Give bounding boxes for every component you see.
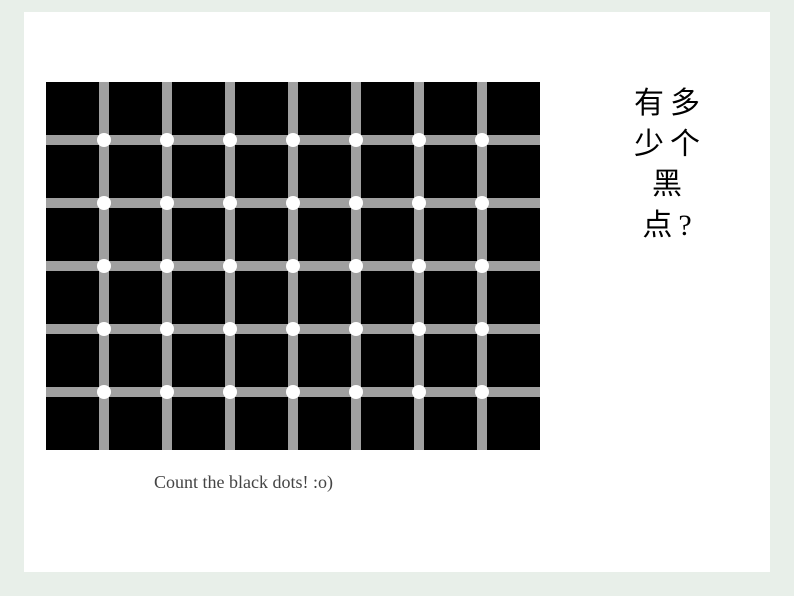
grid-dot bbox=[97, 259, 111, 273]
grid-dot bbox=[349, 133, 363, 147]
grid-dot bbox=[475, 385, 489, 399]
grid-dot bbox=[286, 385, 300, 399]
cn-line-2: 少个 bbox=[610, 125, 730, 166]
grid-dot bbox=[160, 385, 174, 399]
caption-english: Count the black dots! :o) bbox=[154, 472, 333, 493]
grid-dot bbox=[160, 259, 174, 273]
slide-container: Count the black dots! :o) 有多 少个 黑 点? bbox=[24, 12, 770, 572]
illusion-container bbox=[46, 82, 540, 450]
grid-dot bbox=[97, 322, 111, 336]
grid-dot bbox=[160, 322, 174, 336]
grid-dot bbox=[97, 133, 111, 147]
grid-dot bbox=[349, 385, 363, 399]
grid-dot bbox=[412, 322, 426, 336]
grid-dot bbox=[349, 196, 363, 210]
grid-dot bbox=[223, 322, 237, 336]
grid-dot bbox=[160, 196, 174, 210]
grid-dot bbox=[475, 322, 489, 336]
grid-dot bbox=[475, 196, 489, 210]
grid-dot bbox=[412, 196, 426, 210]
grid-dot bbox=[475, 259, 489, 273]
grid-dot bbox=[349, 259, 363, 273]
grid-dot bbox=[160, 133, 174, 147]
grid-dot bbox=[349, 322, 363, 336]
grid-dot bbox=[412, 385, 426, 399]
grid-dot bbox=[223, 196, 237, 210]
grid-dot bbox=[223, 133, 237, 147]
grid-dot bbox=[223, 259, 237, 273]
grid-dot bbox=[412, 133, 426, 147]
grid-dot bbox=[286, 259, 300, 273]
grid-dot bbox=[412, 259, 426, 273]
cn-line-4: 点? bbox=[610, 206, 730, 247]
grid-dot bbox=[97, 196, 111, 210]
scintillating-grid bbox=[46, 82, 540, 450]
cn-line-3: 黑 bbox=[610, 165, 730, 206]
grid-dot bbox=[286, 322, 300, 336]
grid-dot bbox=[475, 133, 489, 147]
grid-dot bbox=[286, 196, 300, 210]
grid-dot bbox=[286, 133, 300, 147]
grid-dot bbox=[223, 385, 237, 399]
grid-dot bbox=[97, 385, 111, 399]
cn-line-1: 有多 bbox=[610, 84, 730, 125]
caption-chinese: 有多 少个 黑 点? bbox=[610, 84, 730, 246]
